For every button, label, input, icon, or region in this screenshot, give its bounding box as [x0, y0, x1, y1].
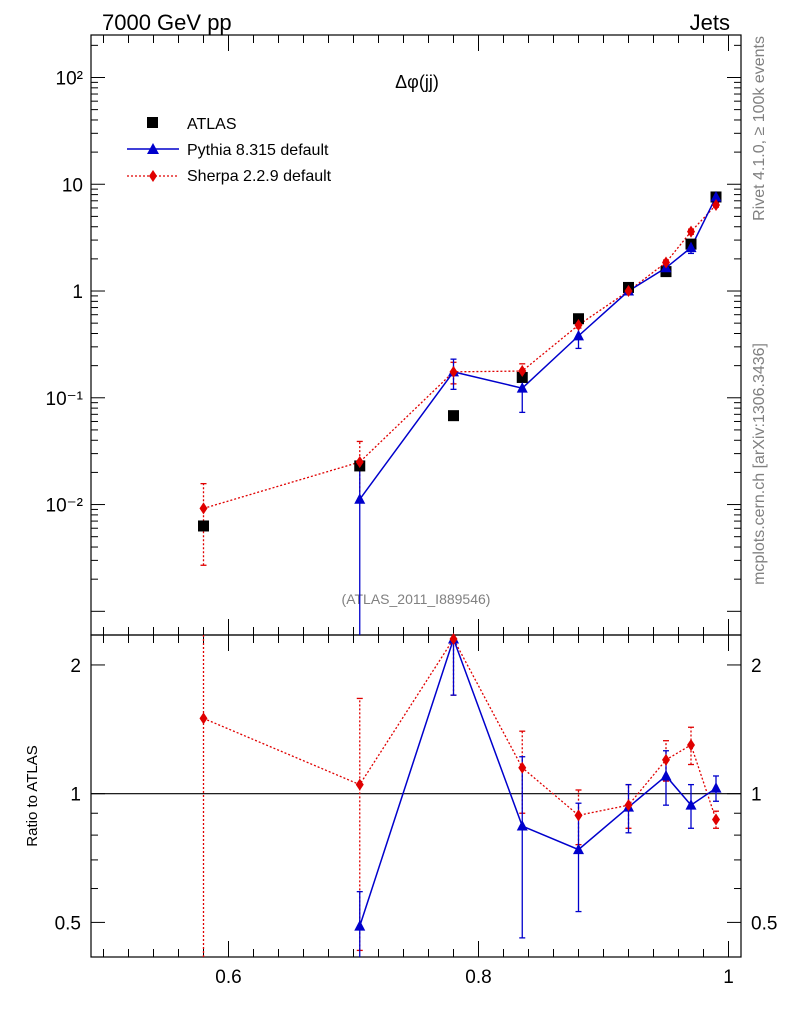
ratio-sherpa-point — [449, 633, 458, 645]
ratio-panel-frame — [90, 634, 742, 958]
main-y-tick-label: 10 — [62, 175, 83, 196]
ratio-pythia-point — [516, 820, 528, 831]
atlas-data-point — [516, 371, 528, 383]
main-y-tick-label: 1 — [72, 282, 83, 303]
legend-sherpa-label: Sherpa 2.2.9 default — [187, 168, 332, 185]
sherpa-point — [687, 225, 695, 238]
legend-sherpa-marker — [149, 170, 157, 182]
main-data-layer — [198, 190, 722, 635]
ratio-y-tick-label-right: 0.5 — [751, 913, 777, 934]
ratio-sherpa-point — [355, 778, 364, 791]
rivet-version-label: Rivet 4.1.0, ≥ 100k events — [751, 36, 768, 221]
main-y-tick-label: 10² — [56, 68, 83, 89]
ratio-sherpa-line — [203, 637, 717, 820]
atlas-data-point — [573, 313, 584, 325]
ratio-sherpa-point — [199, 712, 208, 725]
sherpa-point — [574, 319, 583, 332]
ratio-pythia-point — [573, 843, 584, 855]
pythia-line — [359, 196, 717, 500]
x-tick-label: 1 — [723, 967, 734, 988]
sherpa-point — [518, 365, 527, 378]
legend-atlas-label: ATLAS — [187, 116, 237, 133]
sherpa-line — [203, 204, 717, 510]
x-tick-label: 0.6 — [215, 967, 241, 988]
sherpa-point — [355, 456, 364, 469]
sherpa-point — [199, 502, 208, 515]
x-tick-label: 0.8 — [465, 967, 491, 988]
pythia-point — [710, 190, 722, 202]
atlas-data-point — [448, 410, 459, 422]
ratio-axes: 0.5 0.5 1 1 2 2 0.6 0.8 1 — [55, 635, 777, 988]
ratio-y-tick-label: 2 — [70, 656, 81, 677]
ratio-sherpa-point — [687, 738, 695, 751]
main-axes: 10⁻² 10⁻¹ 1 10 10² — [46, 35, 741, 635]
pythia-point — [354, 493, 366, 504]
ratio-ylabel: Ratio to ATLAS — [24, 745, 41, 846]
ratio-y-tick-label-right: 2 — [751, 656, 762, 677]
observable-title: Δφ(jj) — [395, 72, 439, 92]
ratio-pythia-point — [710, 782, 722, 793]
atlas-data-point — [198, 520, 209, 532]
pythia-point — [516, 382, 528, 393]
legend-pythia-label: Pythia 8.315 default — [187, 142, 329, 159]
sherpa-point — [624, 285, 633, 298]
legend: ATLAS Pythia 8.315 default Sherpa 2.2.9 … — [127, 116, 332, 185]
ratio-pythia-point — [354, 920, 366, 931]
ratio-y-tick-label-right: 1 — [751, 785, 762, 806]
ratio-y-tick-label: 1 — [70, 785, 81, 806]
legend-pythia-marker — [147, 143, 159, 154]
beam-label: 7000 GeV pp — [102, 10, 232, 35]
ratio-pythia-point — [685, 799, 697, 810]
process-label: Jets — [690, 10, 730, 35]
ratio-sherpa-point — [574, 809, 583, 822]
ratio-sherpa-point — [518, 761, 527, 774]
ratio-sherpa-point — [662, 753, 670, 766]
main-y-tick-label: 10⁻² — [46, 496, 84, 517]
sherpa-point — [712, 198, 720, 211]
ratio-y-tick-label: 0.5 — [55, 913, 81, 934]
analysis-tag: (ATLAS_2011_I889546) — [342, 591, 491, 607]
mcplots-source-label: mcplots.cern.ch [arXiv:1306.3436] — [751, 343, 768, 585]
sherpa-point — [449, 365, 458, 378]
sherpa-point — [662, 256, 670, 269]
pythia-point — [685, 241, 697, 253]
ratio-data-layer — [199, 633, 722, 957]
legend-atlas-marker — [147, 117, 158, 128]
main-y-tick-label: 10⁻¹ — [46, 389, 84, 410]
ratio-sherpa-point — [712, 813, 720, 826]
ratio-pythia-point — [660, 769, 672, 781]
pythia-point — [573, 329, 584, 341]
ratio-pythia-line — [359, 636, 717, 927]
ratio-sherpa-point — [624, 799, 633, 812]
